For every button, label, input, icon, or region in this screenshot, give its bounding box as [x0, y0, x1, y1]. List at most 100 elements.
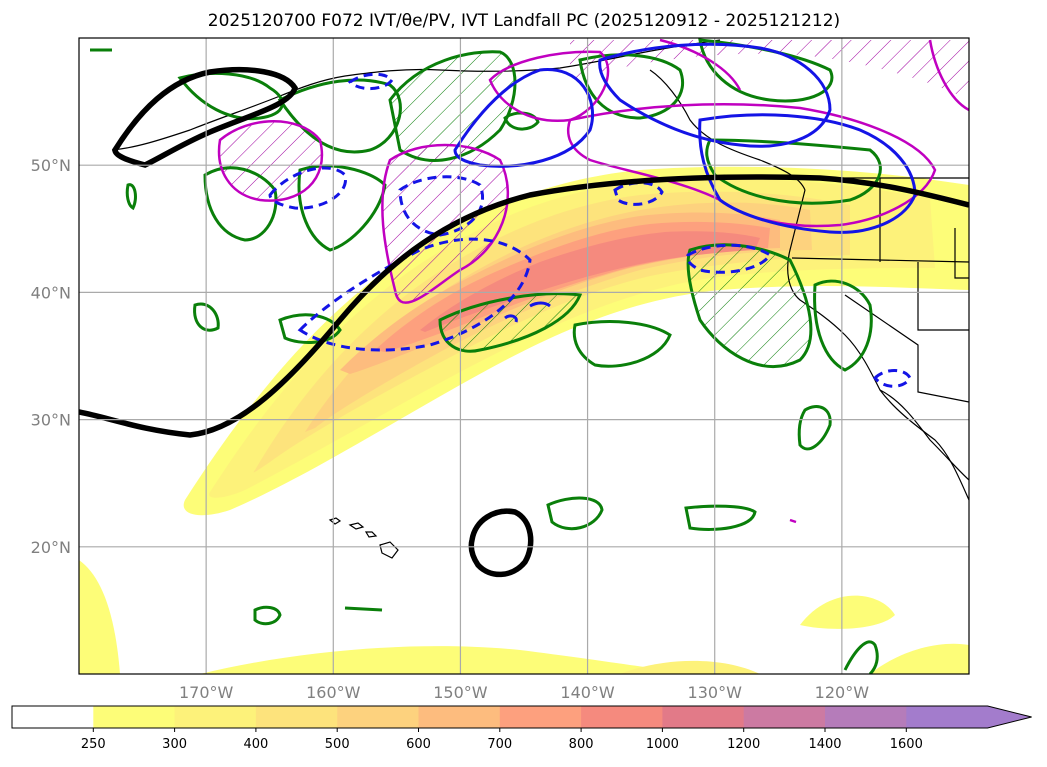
- colorbar-segment: [581, 706, 663, 728]
- colorbar-segment: [418, 706, 501, 728]
- green-contour-12: [278, 313, 342, 344]
- pv-contour-3: [488, 50, 610, 123]
- hatch-magenta-northeast: [570, 40, 969, 100]
- colorbar-segment: [255, 706, 338, 728]
- colorbar-label: 600: [406, 737, 431, 752]
- lat-tick-label: 20°N: [31, 538, 71, 557]
- green-contour-11: [438, 292, 583, 353]
- colorbar-segment: [12, 706, 94, 728]
- colorbar-segment: [906, 706, 989, 728]
- green-contour-4: [203, 166, 278, 242]
- blue-dash-7: [347, 72, 394, 90]
- hawaii-island-4: [379, 541, 399, 559]
- colorbar-label: 1200: [727, 737, 760, 752]
- colorbar-label: 1400: [808, 737, 841, 752]
- colorbar-label: 800: [569, 737, 594, 752]
- state-border-6: [954, 228, 969, 279]
- blue-dash-5: [686, 243, 773, 274]
- green-contour-13: [572, 320, 672, 368]
- colorbar-label: 1600: [890, 737, 923, 752]
- lon-tick-label: 140°W: [560, 683, 615, 702]
- green-contour-19: [843, 640, 879, 674]
- baja-coast: [879, 389, 969, 481]
- lon-tick-label: 150°W: [433, 683, 488, 702]
- colorbar-label: 1000: [646, 737, 679, 752]
- hatch-green-east: [688, 244, 811, 367]
- ivt-band-800: [420, 231, 760, 332]
- ivt-south-band-2: [200, 646, 700, 674]
- pv-contour-4: [566, 102, 937, 228]
- colorbar: 250 300 400 500 600 700 800 1000 1200 1400 1600: [11, 705, 1032, 752]
- blue-contour-5: [504, 314, 518, 323]
- colorbar-segment: [174, 706, 257, 728]
- green-contour-1: [177, 71, 284, 121]
- lon-tick-label: 120°W: [815, 683, 870, 702]
- state-border-4: [844, 294, 969, 403]
- landfall-negative-contours: [268, 42, 917, 388]
- hatch-green-north: [390, 51, 515, 161]
- green-contour-2: [277, 78, 402, 154]
- green-contour-18: [797, 405, 832, 451]
- colorbar-segment: [93, 706, 176, 728]
- map-title: 2025120700 F072 IVT/θe/PV, IVT Landfall …: [208, 11, 840, 31]
- map-layers: [79, 38, 969, 674]
- ivt-south-band-3: [620, 660, 760, 674]
- hawaii-island-2: [348, 522, 365, 530]
- theta-e-closed-low: [468, 508, 534, 578]
- blue-dash-1: [268, 166, 347, 210]
- theta-e-main: [79, 174, 969, 438]
- green-contour-8: [705, 138, 882, 205]
- green-contour-5: [297, 164, 387, 252]
- green-contour-16: [684, 504, 757, 531]
- blue-dash-6: [872, 369, 912, 388]
- colorbar-segment: [337, 706, 419, 728]
- lat-tick-label: 40°N: [31, 283, 71, 302]
- green-contour-17: [253, 605, 282, 626]
- lon-tick-label: 160°W: [306, 683, 361, 702]
- lon-tick-label: 170°W: [179, 683, 234, 702]
- state-border-3: [917, 262, 969, 331]
- hatch-green-central: [440, 293, 580, 352]
- pv-contour-1: [217, 120, 324, 202]
- ivt-south-band-5: [870, 643, 969, 674]
- green-contour-21: [503, 111, 540, 131]
- green-contour-22: [125, 183, 137, 211]
- green-contour-6: [578, 53, 685, 120]
- map-frame: [78, 37, 970, 675]
- ivt-south-band-4: [800, 595, 895, 629]
- colorbar-extend-arrow: [987, 706, 1032, 728]
- us-west-coast: [787, 189, 969, 501]
- ivt-band-500: [305, 202, 812, 432]
- colorbar-label: 300: [162, 737, 187, 752]
- lon-tick-label: 130°W: [688, 683, 743, 702]
- green-contour-15: [546, 496, 604, 531]
- alaska-coast: [111, 39, 721, 151]
- blue-contour-2: [598, 42, 832, 148]
- colorbar-segment: [662, 706, 745, 728]
- colorbar-outline: [11, 705, 1032, 729]
- colorbar-segment: [743, 706, 826, 728]
- latitude-labels: 20°N 30°N 40°N 50°N: [31, 156, 71, 557]
- blue-contour-1: [453, 68, 595, 168]
- hawaii-island-3: [364, 531, 378, 538]
- ivt-south-band-1: [79, 560, 120, 674]
- pv-contour-5: [659, 38, 742, 91]
- gridlines: [79, 38, 969, 674]
- colorbar-label: 250: [81, 737, 106, 752]
- blue-dash-2: [297, 237, 532, 352]
- colorbar-label: 700: [487, 737, 512, 752]
- blue-contour-3: [698, 113, 917, 234]
- colorbar-label: 500: [325, 737, 350, 752]
- green-contour-9: [686, 243, 813, 368]
- green-contour-23: [344, 606, 383, 612]
- blue-contour-4: [529, 301, 551, 308]
- lat-tick-label: 50°N: [31, 156, 71, 175]
- hatch-magenta-west: [219, 121, 322, 201]
- longitude-labels: 170°W 160°W 150°W 140°W 130°W 120°W: [179, 683, 869, 702]
- pv-contour-6: [928, 39, 969, 112]
- green-contour-10: [813, 279, 873, 372]
- lat-tick-label: 30°N: [31, 411, 71, 430]
- pv-contour-7: [789, 518, 797, 524]
- colorbar-segment: [499, 706, 582, 728]
